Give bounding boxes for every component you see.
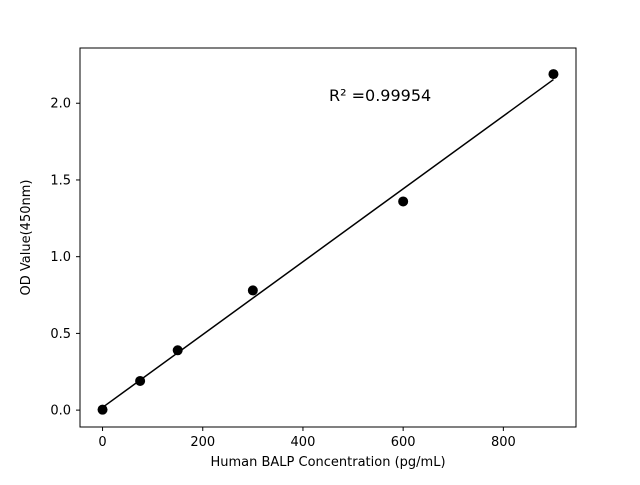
data-point bbox=[97, 404, 108, 415]
data-point bbox=[172, 345, 183, 356]
data-point bbox=[135, 375, 146, 386]
plot-frame bbox=[79, 47, 577, 428]
y-tick-label: 0.5 bbox=[50, 327, 71, 342]
data-point bbox=[398, 196, 409, 207]
y-tick-label: 0.0 bbox=[50, 404, 71, 419]
y-tick-label: 2.0 bbox=[50, 97, 71, 112]
x-tick-label: 200 bbox=[190, 435, 215, 450]
x-tick-label: 400 bbox=[291, 435, 316, 450]
x-tick-label: 800 bbox=[491, 435, 516, 450]
x-tick-label: 600 bbox=[391, 435, 416, 450]
x-tick-label: 0 bbox=[98, 435, 106, 450]
r-squared-annotation: R² =0.99954 bbox=[329, 86, 431, 105]
x-axis-label: Human BALP Concentration (pg/mL) bbox=[210, 455, 445, 470]
data-point bbox=[548, 69, 559, 80]
y-axis-label: OD Value(450nm) bbox=[19, 180, 34, 296]
y-tick-label: 1.0 bbox=[50, 250, 71, 265]
y-tick-label: 1.5 bbox=[50, 173, 71, 188]
data-point bbox=[247, 285, 258, 296]
